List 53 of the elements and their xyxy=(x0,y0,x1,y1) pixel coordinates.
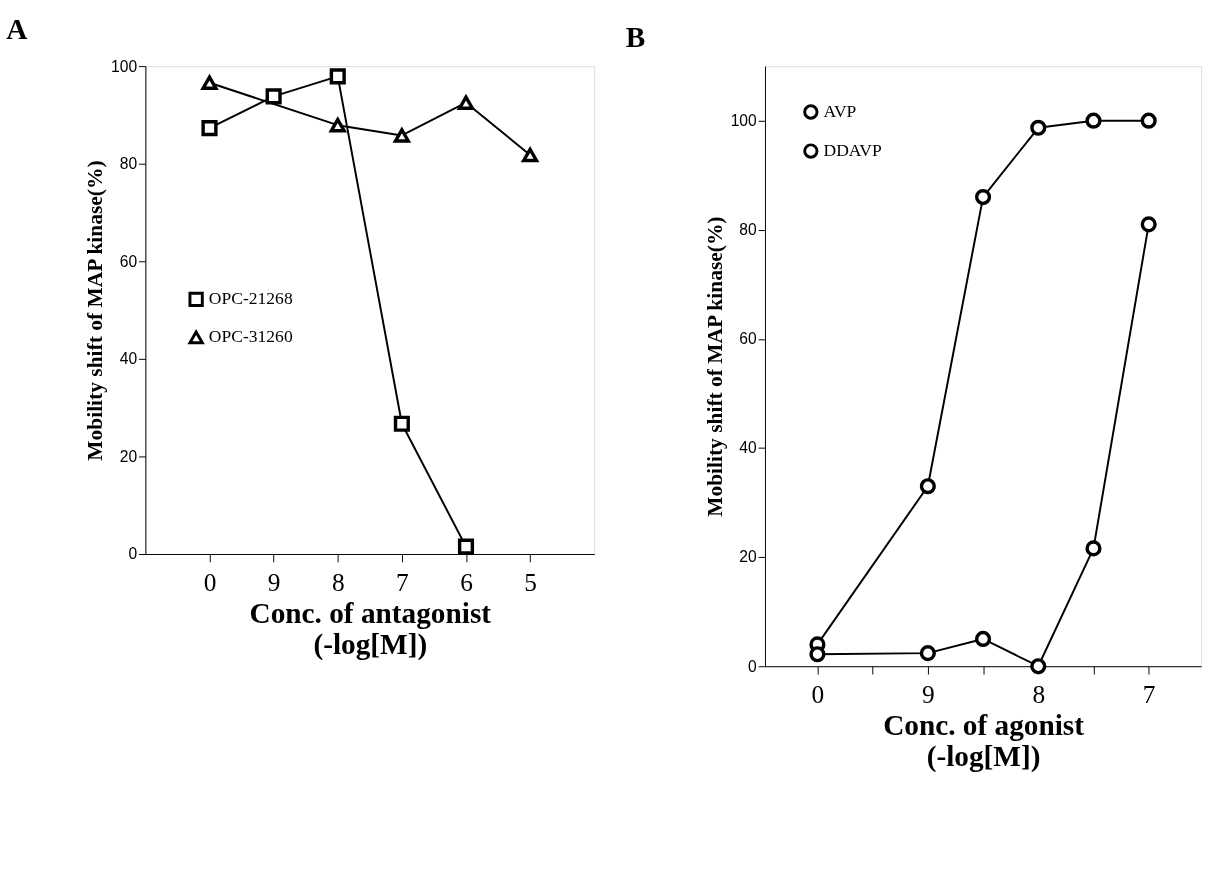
x-tick-label: 5 xyxy=(524,567,537,596)
y-tick-label: 80 xyxy=(739,221,757,239)
x-tick-label: 8 xyxy=(1032,679,1046,708)
y-tick-label: 20 xyxy=(739,548,757,566)
legend-label: OPC-31260 xyxy=(208,326,293,347)
point xyxy=(1140,112,1157,129)
chart-title: B xyxy=(625,20,646,53)
x-tick-label: 8 xyxy=(331,567,345,596)
point xyxy=(1030,119,1047,136)
point xyxy=(1085,112,1102,129)
x-tick-label: 7 xyxy=(1142,679,1156,708)
point xyxy=(329,117,346,133)
point xyxy=(201,120,218,137)
y-tick-label: 80 xyxy=(119,155,138,173)
point xyxy=(919,478,936,495)
point xyxy=(1030,658,1047,675)
x-axis-title: Conc. of antagonist (-log[M]) xyxy=(249,596,492,662)
point xyxy=(1085,540,1102,557)
y-tick-label: 100 xyxy=(111,57,138,75)
point xyxy=(974,189,992,206)
point xyxy=(809,646,826,663)
y-tick-label: 40 xyxy=(739,439,757,457)
point xyxy=(919,645,936,662)
x-tick-label: 0 xyxy=(811,679,825,708)
point xyxy=(522,147,539,163)
y-tick-label: 100 xyxy=(730,112,758,130)
point xyxy=(393,128,410,143)
x-tick-label: 0 xyxy=(203,567,217,596)
y-tick-label: 60 xyxy=(739,330,757,348)
y-tick-label: 0 xyxy=(128,545,138,563)
point xyxy=(265,88,282,105)
y-axis-title: Mobility shift of MAP kinase(%) xyxy=(83,160,108,461)
chart-title: A xyxy=(6,12,28,45)
legend-label: DDAVP xyxy=(823,139,882,160)
legend-label: AVP xyxy=(823,100,857,121)
point xyxy=(456,93,475,110)
x-tick-label: 9 xyxy=(267,567,281,596)
point xyxy=(1140,216,1157,233)
legend-label: OPC-21268 xyxy=(208,288,293,309)
x-axis-title: Conc. of agonist (-log[M]) xyxy=(883,709,1085,774)
y-tick-label: 60 xyxy=(119,252,138,270)
x-tick-label: 9 xyxy=(922,679,935,708)
x-tick-label: 7 xyxy=(396,567,409,596)
x-tick-label: 6 xyxy=(460,567,473,596)
point xyxy=(457,538,475,555)
y-tick-label: 0 xyxy=(748,657,757,675)
y-tick-label: 20 xyxy=(119,447,138,465)
point xyxy=(200,73,219,90)
y-axis-title: Mobility shift of MAP kinase(%) xyxy=(702,216,727,517)
y-tick-label: 40 xyxy=(119,350,138,368)
point xyxy=(393,415,410,432)
point xyxy=(974,630,992,647)
point xyxy=(329,68,346,85)
